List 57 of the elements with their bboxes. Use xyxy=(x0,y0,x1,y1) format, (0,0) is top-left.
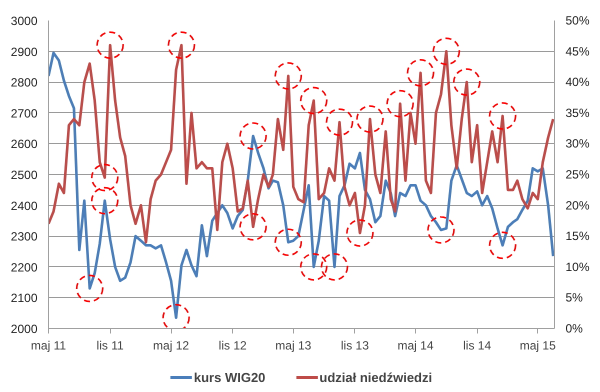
point xyxy=(432,38,460,66)
y2-tick-label: 20% xyxy=(566,198,590,212)
point xyxy=(90,186,119,214)
line-series xyxy=(48,44,554,244)
y-tick-label: 2900 xyxy=(10,44,38,59)
point xyxy=(386,90,414,118)
x-tick-label: maj 11 xyxy=(30,338,66,352)
point xyxy=(488,102,516,130)
y-tick-label: 2200 xyxy=(10,260,38,274)
y2-tick-label: 50% xyxy=(566,14,590,28)
y2-tick-label: 0% xyxy=(566,322,584,336)
point xyxy=(406,59,434,87)
y-tick-label: 2600 xyxy=(10,137,38,152)
x-tick-label: maj 15 xyxy=(520,338,556,352)
y2-tick-label: 10% xyxy=(566,260,590,274)
x-tick-label: lis 12 xyxy=(218,338,248,352)
y-tick-label: 2700 xyxy=(10,106,38,120)
y-tick-label: 2500 xyxy=(10,168,38,182)
y-tick-label: 2800 xyxy=(10,76,38,90)
point xyxy=(168,31,196,59)
x-tick-label: maj 12 xyxy=(153,338,190,352)
point xyxy=(346,219,374,247)
point xyxy=(239,122,267,150)
y2-tick-label: 5% xyxy=(566,290,584,305)
y2-tick-label: 40% xyxy=(566,75,590,90)
point xyxy=(274,62,302,90)
y2-tick-label: 30% xyxy=(566,136,590,151)
y-tick-label: 2300 xyxy=(10,230,38,244)
legend-label: udział niedźwiedzi xyxy=(319,370,432,384)
y-tick-label: 2000 xyxy=(10,322,38,336)
point xyxy=(90,164,119,192)
line-series xyxy=(48,52,554,320)
point xyxy=(239,213,267,241)
y-tick-label: 2400 xyxy=(10,198,38,213)
point xyxy=(76,274,104,302)
x-tick-label: maj 13 xyxy=(275,338,312,352)
point xyxy=(300,253,328,281)
point xyxy=(96,31,124,59)
point xyxy=(452,68,481,96)
x-tick-label: maj 14 xyxy=(398,338,434,352)
legend-label: kurs WIG20 xyxy=(194,370,266,384)
x-tick-label: lis 11 xyxy=(96,338,124,352)
y-tick-label: 2100 xyxy=(10,291,38,306)
x-tick-label: lis 13 xyxy=(340,338,370,352)
y2-tick-label: 35% xyxy=(566,106,590,120)
point xyxy=(274,228,302,256)
y2-tick-label: 45% xyxy=(566,44,590,58)
y2-tick-label: 25% xyxy=(566,168,590,182)
point xyxy=(320,253,348,281)
point xyxy=(488,232,516,260)
point xyxy=(427,216,455,244)
point xyxy=(326,108,354,136)
point xyxy=(300,86,328,114)
x-tick-label: lis 14 xyxy=(463,338,492,352)
y2-tick-label: 15% xyxy=(566,229,590,244)
point xyxy=(356,105,384,133)
y-tick-label: 3000 xyxy=(10,14,38,28)
